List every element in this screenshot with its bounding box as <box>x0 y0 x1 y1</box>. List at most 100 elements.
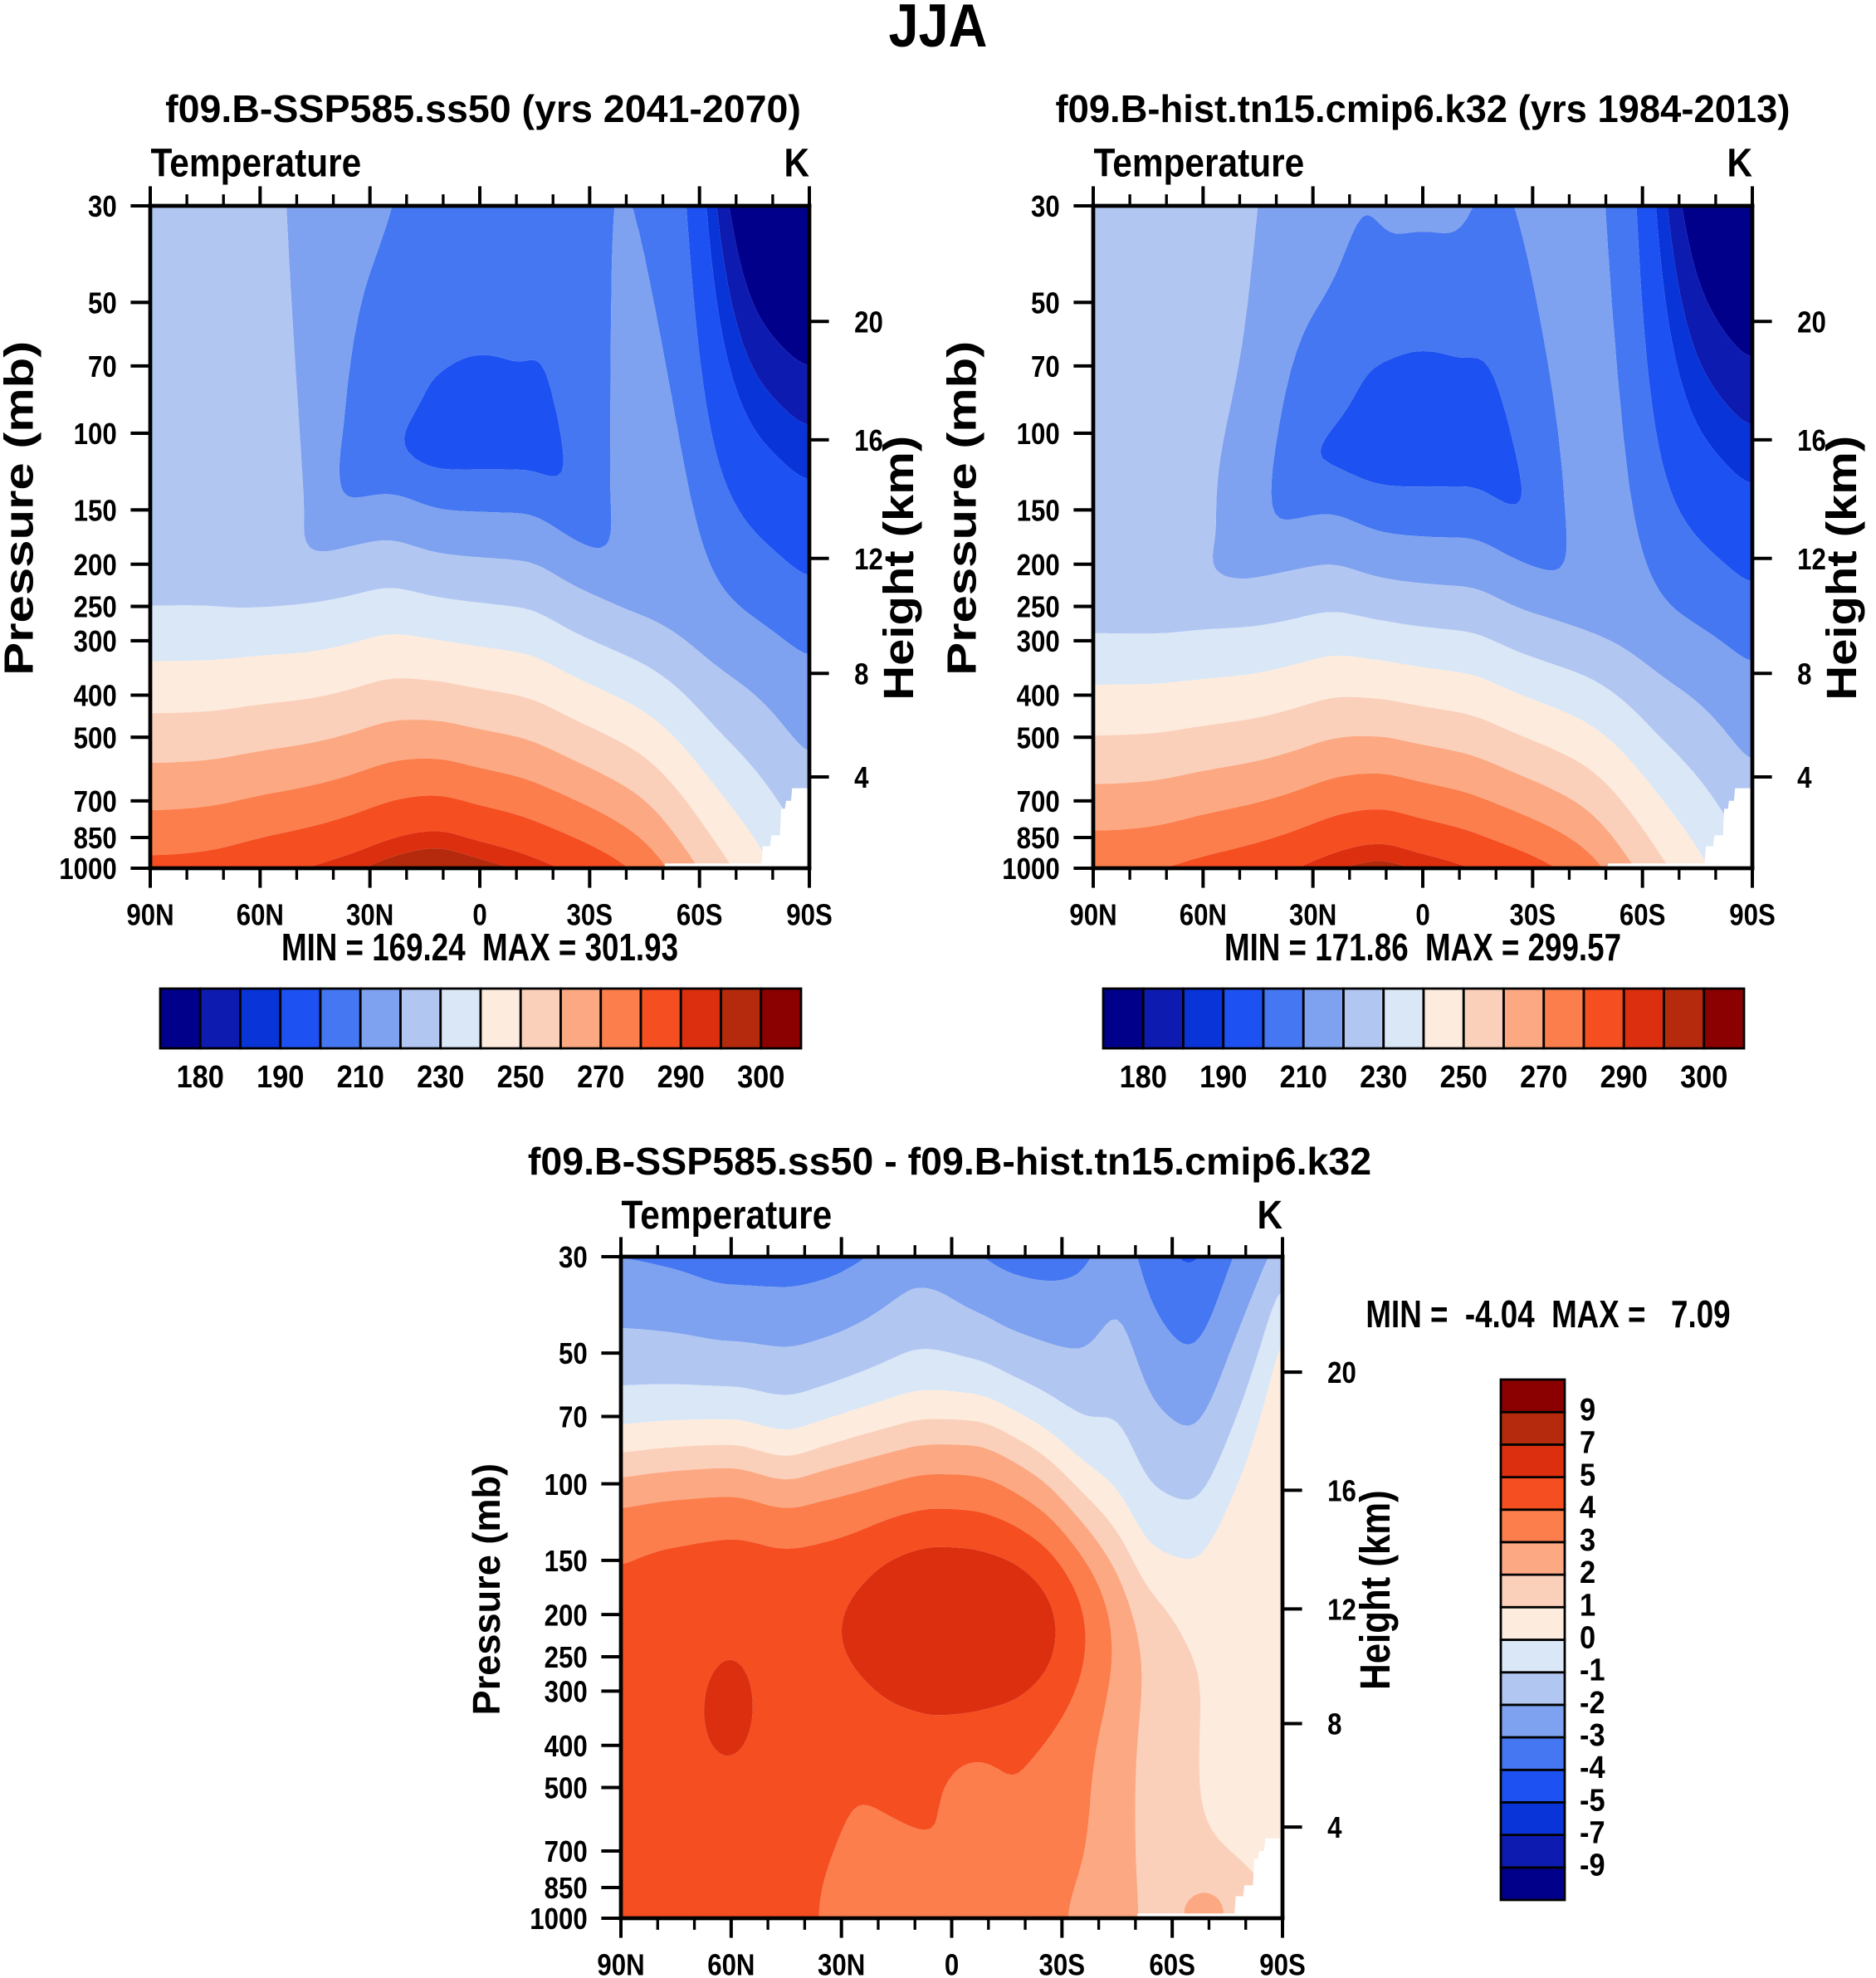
svg-text:-5: -5 <box>1580 1782 1605 1818</box>
svg-text:90S: 90S <box>786 898 833 932</box>
svg-text:-1: -1 <box>1580 1653 1605 1688</box>
svg-text:-4: -4 <box>1580 1750 1605 1785</box>
svg-text:3: 3 <box>1580 1522 1595 1558</box>
svg-text:90N: 90N <box>126 898 173 932</box>
svg-text:30S: 30S <box>1039 1948 1086 1978</box>
svg-text:70: 70 <box>88 349 117 383</box>
svg-text:K: K <box>1727 141 1752 185</box>
svg-text:30: 30 <box>559 1240 588 1274</box>
svg-text:100: 100 <box>545 1468 588 1502</box>
svg-text:30N: 30N <box>346 898 393 932</box>
svg-text:190: 190 <box>1199 1059 1247 1095</box>
svg-text:30: 30 <box>1031 189 1060 223</box>
svg-text:200: 200 <box>545 1598 588 1632</box>
svg-text:300: 300 <box>74 624 117 658</box>
svg-text:400: 400 <box>545 1729 588 1763</box>
svg-text:K: K <box>784 141 809 185</box>
svg-text:4: 4 <box>854 760 868 794</box>
svg-text:16: 16 <box>854 423 883 457</box>
svg-text:70: 70 <box>1031 349 1060 383</box>
svg-text:90N: 90N <box>1069 898 1116 932</box>
svg-text:270: 270 <box>1520 1059 1567 1095</box>
svg-text:1000: 1000 <box>1002 852 1059 886</box>
svg-text:210: 210 <box>337 1059 384 1095</box>
svg-text:-3: -3 <box>1580 1717 1605 1753</box>
svg-text:250: 250 <box>74 590 117 624</box>
svg-text:8: 8 <box>854 657 868 691</box>
svg-text:Temperature: Temperature <box>151 141 362 185</box>
svg-text:60S: 60S <box>1149 1948 1195 1978</box>
svg-text:f09.B-hist.tn15.cmip6.k32 (yrs: f09.B-hist.tn15.cmip6.k32 (yrs 1984-2013… <box>1055 87 1790 130</box>
svg-text:K: K <box>1257 1194 1282 1238</box>
svg-text:Pressure (mb): Pressure (mb) <box>465 1463 508 1715</box>
svg-text:180: 180 <box>177 1059 224 1095</box>
svg-text:210: 210 <box>1280 1059 1327 1095</box>
svg-text:4: 4 <box>1580 1490 1596 1526</box>
svg-text:50: 50 <box>1031 286 1060 320</box>
svg-text:850: 850 <box>545 1871 588 1905</box>
svg-text:290: 290 <box>1600 1059 1648 1095</box>
svg-text:270: 270 <box>577 1059 624 1095</box>
svg-text:50: 50 <box>88 286 117 320</box>
svg-text:60N: 60N <box>237 898 284 932</box>
svg-text:Height (km): Height (km) <box>1818 436 1865 701</box>
svg-text:4: 4 <box>1327 1810 1341 1844</box>
svg-text:Temperature: Temperature <box>1094 141 1305 185</box>
svg-text:MIN = 169.24 MAX = 301.93: MIN = 169.24 MAX = 301.93 <box>281 926 678 969</box>
svg-text:12: 12 <box>1797 542 1826 576</box>
svg-text:850: 850 <box>74 821 117 855</box>
svg-text:250: 250 <box>1440 1059 1488 1095</box>
svg-text:60N: 60N <box>707 1948 755 1978</box>
svg-text:8: 8 <box>1797 657 1811 691</box>
svg-text:1000: 1000 <box>59 852 116 886</box>
svg-text:230: 230 <box>417 1059 464 1095</box>
svg-text:250: 250 <box>497 1059 545 1095</box>
svg-text:90S: 90S <box>1729 898 1776 932</box>
svg-text:20: 20 <box>1327 1355 1356 1389</box>
svg-text:300: 300 <box>1017 624 1060 658</box>
svg-text:8: 8 <box>1327 1707 1341 1741</box>
svg-text:30N: 30N <box>818 1948 865 1978</box>
svg-text:100: 100 <box>74 417 117 451</box>
svg-text:290: 290 <box>657 1059 705 1095</box>
svg-text:50: 50 <box>559 1336 588 1370</box>
svg-text:300: 300 <box>1680 1059 1727 1095</box>
svg-text:230: 230 <box>1360 1059 1407 1095</box>
svg-text:12: 12 <box>854 542 883 576</box>
svg-text:0: 0 <box>945 1948 959 1978</box>
svg-text:180: 180 <box>1120 1059 1167 1095</box>
svg-text:500: 500 <box>1017 720 1060 755</box>
svg-text:30: 30 <box>88 189 117 223</box>
svg-text:16: 16 <box>1327 1474 1356 1508</box>
svg-text:190: 190 <box>256 1059 304 1095</box>
svg-text:7: 7 <box>1580 1424 1595 1460</box>
svg-text:Height (km): Height (km) <box>875 436 922 701</box>
svg-text:Pressure (mb): Pressure (mb) <box>0 341 42 676</box>
svg-text:60S: 60S <box>677 898 723 932</box>
svg-text:850: 850 <box>1017 821 1060 855</box>
svg-text:30N: 30N <box>1289 898 1336 932</box>
svg-text:Pressure (mb): Pressure (mb) <box>940 341 985 676</box>
svg-text:90S: 90S <box>1259 1948 1306 1978</box>
svg-text:300: 300 <box>737 1059 784 1095</box>
svg-text:16: 16 <box>1797 423 1826 457</box>
svg-text:5: 5 <box>1580 1457 1595 1492</box>
svg-text:400: 400 <box>74 679 117 713</box>
svg-text:20: 20 <box>1797 305 1826 339</box>
svg-text:60N: 60N <box>1180 898 1227 932</box>
svg-text:-2: -2 <box>1580 1685 1605 1721</box>
svg-text:150: 150 <box>545 1544 588 1578</box>
svg-text:MIN = 171.86 MAX = 299.57: MIN = 171.86 MAX = 299.57 <box>1224 926 1621 969</box>
svg-text:250: 250 <box>545 1640 588 1674</box>
svg-text:700: 700 <box>1017 784 1060 818</box>
svg-text:30S: 30S <box>567 898 613 932</box>
svg-text:700: 700 <box>74 784 117 818</box>
svg-text:30S: 30S <box>1510 898 1556 932</box>
svg-text:4: 4 <box>1797 760 1811 794</box>
svg-text:500: 500 <box>545 1771 588 1805</box>
svg-text:0: 0 <box>472 898 486 932</box>
svg-text:12: 12 <box>1327 1592 1356 1626</box>
svg-text:100: 100 <box>1017 417 1060 451</box>
svg-text:500: 500 <box>74 720 117 755</box>
svg-text:0: 0 <box>1580 1619 1595 1655</box>
